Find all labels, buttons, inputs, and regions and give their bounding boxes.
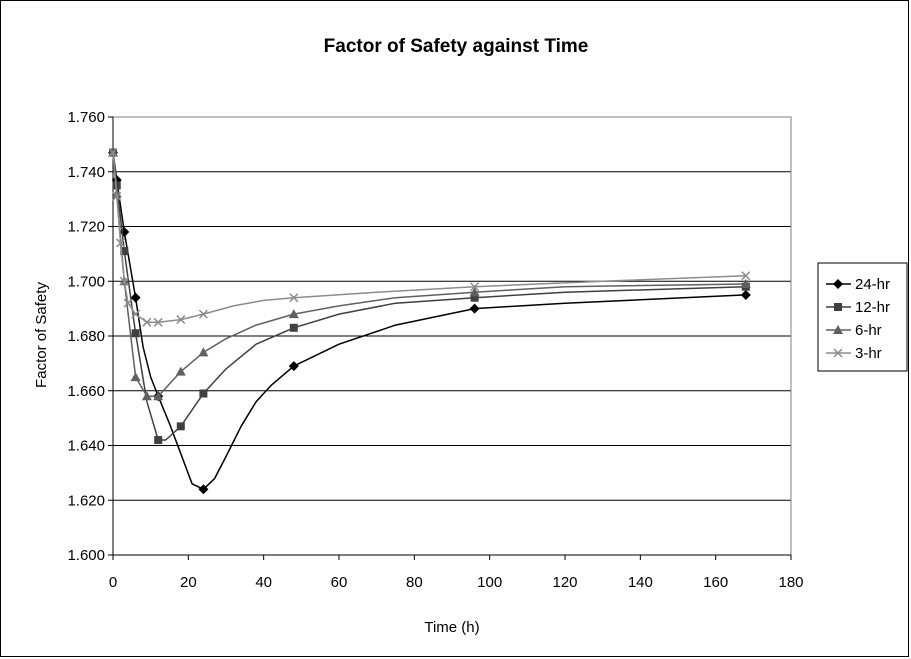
data-point bbox=[176, 315, 186, 325]
x-tick-label: 40 bbox=[255, 574, 272, 591]
x-tick-label: 80 bbox=[406, 574, 423, 591]
series-line bbox=[112, 152, 746, 397]
data-point bbox=[740, 278, 751, 288]
legend-marker bbox=[834, 303, 842, 311]
legend-entry-3-hr: 3-hr bbox=[826, 345, 882, 362]
y-axis-ticks: 1.600 1.620 1.640 1.660 1.680 1.700 1.720 1.740… bbox=[67, 109, 113, 564]
x-tick-label: 20 bbox=[180, 574, 197, 591]
x-tick-label: 100 bbox=[477, 574, 502, 591]
data-point bbox=[123, 298, 133, 308]
gridlines bbox=[113, 171, 791, 501]
data-point bbox=[741, 271, 751, 281]
legend-marker bbox=[833, 348, 843, 358]
data-point bbox=[108, 148, 118, 158]
data-point bbox=[154, 436, 163, 445]
y-tick-label: 1.680 bbox=[67, 328, 105, 345]
x-tick-label: 0 bbox=[109, 574, 117, 591]
series-12-hr bbox=[109, 148, 750, 445]
data-point bbox=[153, 317, 163, 327]
data-point bbox=[289, 293, 299, 303]
data-point bbox=[469, 287, 480, 297]
chart-title: Factor of Safety against Time bbox=[324, 36, 589, 57]
data-point bbox=[175, 366, 186, 376]
data-point bbox=[131, 309, 141, 319]
legend-entry-12-hr: 12-hr bbox=[826, 299, 890, 316]
y-tick-label: 1.600 bbox=[67, 547, 105, 564]
y-tick-label: 1.640 bbox=[67, 438, 105, 455]
legend-entry-24-hr: 24-hr bbox=[826, 276, 890, 293]
series-3-hr bbox=[108, 148, 751, 327]
data-point bbox=[198, 484, 209, 495]
series-6-hr bbox=[108, 147, 751, 401]
legend-entry-6-hr: 6-hr bbox=[826, 322, 882, 339]
data-point bbox=[199, 389, 208, 398]
data-point bbox=[130, 372, 141, 382]
y-axis-title: Factor of Safety bbox=[33, 282, 50, 388]
y-tick-label: 1.760 bbox=[67, 109, 105, 126]
series-line bbox=[112, 152, 746, 441]
x-tick-label: 160 bbox=[703, 574, 728, 591]
data-point bbox=[288, 361, 299, 372]
data-point bbox=[141, 391, 152, 401]
series-24-hr bbox=[108, 147, 751, 495]
data-point bbox=[288, 309, 299, 319]
y-tick-label: 1.620 bbox=[67, 492, 105, 509]
legend-marker bbox=[833, 279, 843, 289]
series-line bbox=[112, 152, 746, 491]
y-tick-label: 1.740 bbox=[67, 164, 105, 181]
x-tick-label: 120 bbox=[552, 574, 577, 591]
y-tick-label: 1.720 bbox=[67, 219, 105, 236]
legend-label: 6-hr bbox=[855, 322, 882, 339]
x-tick-label: 180 bbox=[778, 574, 803, 591]
legend-marker bbox=[833, 325, 843, 334]
x-tick-label: 140 bbox=[628, 574, 653, 591]
data-point bbox=[470, 293, 479, 302]
data-point bbox=[131, 329, 140, 338]
data-point bbox=[130, 292, 141, 303]
legend-label: 24-hr bbox=[855, 276, 890, 293]
data-point bbox=[176, 422, 185, 431]
data-point bbox=[142, 317, 152, 327]
legend: 24-hr 12-hr 6-hr 3-hr bbox=[817, 262, 908, 372]
data-point bbox=[112, 191, 122, 201]
data-point bbox=[153, 391, 164, 401]
data-point bbox=[470, 282, 480, 292]
data-point bbox=[120, 247, 129, 256]
legend-label: 12-hr bbox=[855, 299, 890, 316]
data-point bbox=[469, 303, 480, 314]
data-point bbox=[198, 309, 208, 319]
x-axis-ticks: 0 20 40 60 80 100 120 140 160 180 bbox=[109, 555, 804, 591]
legend-label: 3-hr bbox=[855, 345, 882, 362]
series-layer bbox=[108, 147, 751, 495]
y-tick-label: 1.700 bbox=[67, 273, 105, 290]
x-tick-label: 60 bbox=[331, 574, 348, 591]
data-point bbox=[119, 276, 129, 286]
x-axis-title: Time (h) bbox=[424, 619, 479, 636]
data-point bbox=[740, 289, 751, 300]
data-point bbox=[289, 323, 298, 332]
y-tick-label: 1.660 bbox=[67, 383, 105, 400]
series-line bbox=[112, 152, 746, 324]
data-point bbox=[116, 238, 126, 248]
data-point bbox=[198, 347, 209, 357]
